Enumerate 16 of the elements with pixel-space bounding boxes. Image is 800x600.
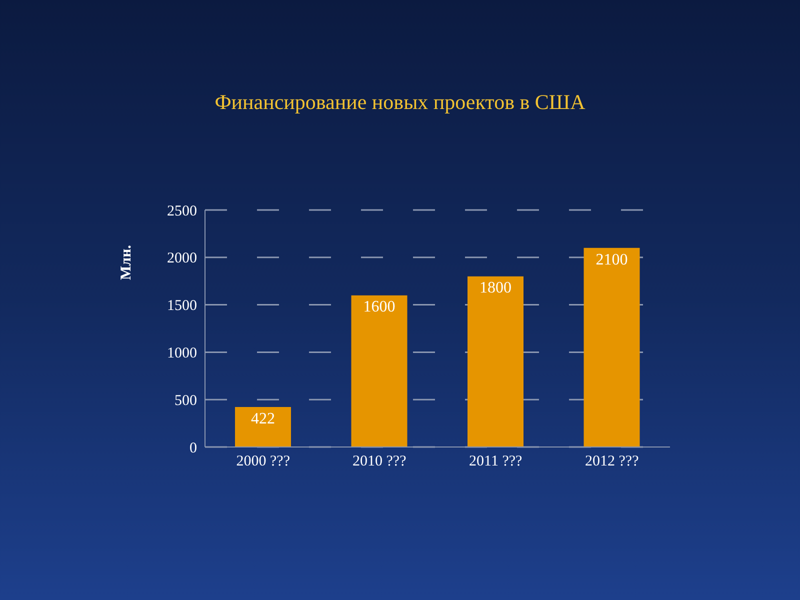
- data-label: 1800: [480, 280, 512, 297]
- x-tick-label: 2012 ???: [585, 454, 640, 470]
- chart-title: Финансирование новых проектов в США: [214, 90, 586, 115]
- y-tick-label: 1000: [167, 346, 197, 362]
- y-tick-label: 0: [190, 440, 197, 456]
- y-tick-label: 2500: [167, 203, 197, 220]
- y-tick-label: 2000: [167, 250, 197, 267]
- x-tick-label: 2011 ???: [469, 454, 523, 470]
- data-label: 2100: [596, 251, 628, 268]
- y-tick-label: 500: [174, 392, 197, 409]
- y-axis-title: Млн.: [118, 244, 136, 282]
- x-tick-label: 2000 ???: [236, 454, 290, 470]
- y-tick-label: 1500: [167, 298, 197, 314]
- data-label: 422: [251, 410, 275, 428]
- x-tick-label: 2010 ???: [352, 454, 407, 470]
- data-label: 1600: [363, 298, 396, 316]
